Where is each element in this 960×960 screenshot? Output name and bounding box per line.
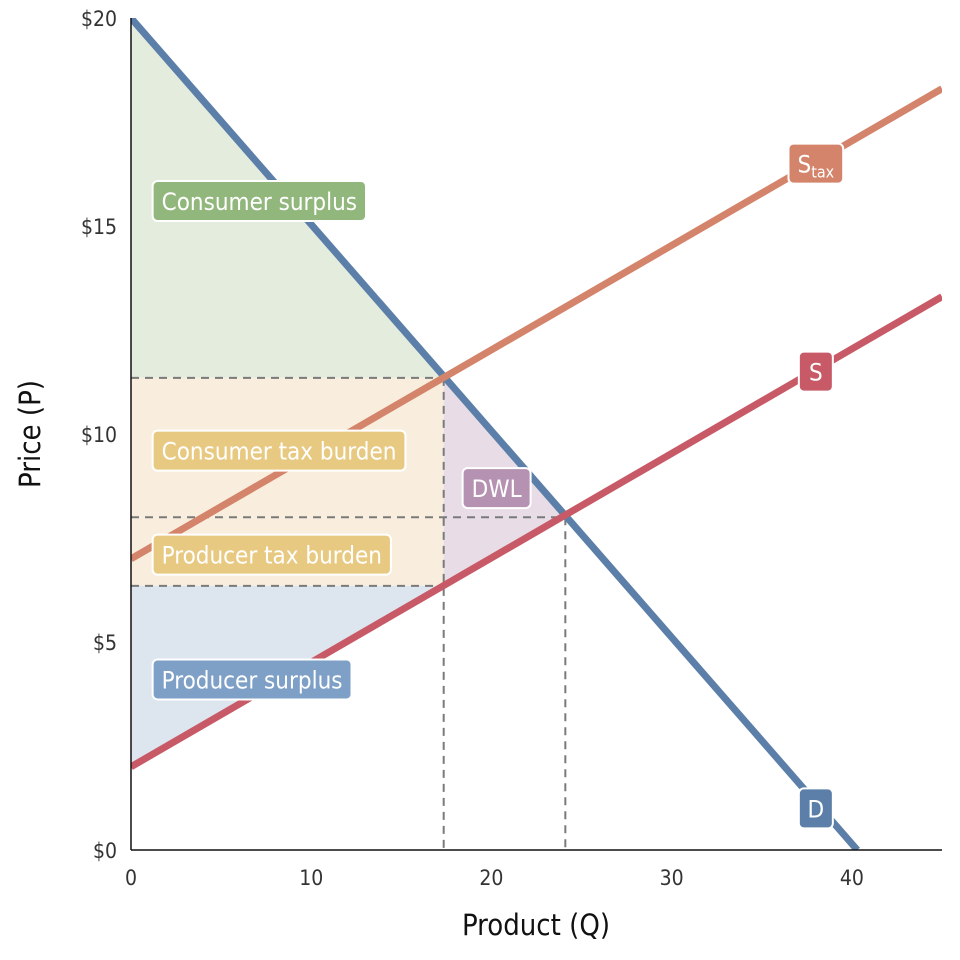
area-label-dwl: DWL <box>461 467 532 510</box>
area-label-text: Consumer tax burden <box>162 438 397 466</box>
area-label-text: DWL <box>472 475 522 503</box>
x-tick-label-20: 20 <box>479 866 503 890</box>
area-label-text: Producer tax burden <box>162 542 382 570</box>
axes-layer <box>130 18 942 851</box>
area-label-box <box>151 180 368 223</box>
y-tick-label-10: $10 <box>81 423 117 447</box>
curve-label-d: D <box>797 787 834 830</box>
curve-d <box>131 18 860 850</box>
x-tick-label-10: 10 <box>299 866 323 890</box>
curve-label-text: D <box>808 795 825 823</box>
curve-label-text: S <box>809 359 823 387</box>
curve-label-stax: Stax <box>787 142 845 185</box>
area-label-box <box>151 429 407 472</box>
area-label-consumer-surplus: Consumer surplus <box>151 180 368 223</box>
curve-label-box <box>797 787 834 830</box>
y-tick-label-15: $15 <box>81 215 117 239</box>
y-tick-label-20: $20 <box>81 7 117 31</box>
x-tick-label-30: 30 <box>660 866 684 890</box>
y-tick-label-0: $0 <box>93 839 117 863</box>
curve-label-s: S <box>797 350 834 393</box>
area-label-text: Producer surplus <box>162 666 343 694</box>
curve-label-box <box>787 142 845 185</box>
area-label-box <box>151 533 392 576</box>
area-label-box <box>461 467 532 510</box>
x-tick-label-40: 40 <box>840 866 864 890</box>
x-tick-label-0: 0 <box>125 866 137 890</box>
area-label-text: Consumer surplus <box>162 188 357 216</box>
curve-labels-layer: D S Stax <box>787 142 845 830</box>
y-tick-label-5: $5 <box>93 631 117 655</box>
area-label-producer-surplus: Producer surplus <box>151 658 353 701</box>
area-label-box <box>151 658 353 701</box>
y-axis-title: Price (P) <box>13 380 47 488</box>
x-axis-title: Product (Q) <box>462 908 610 942</box>
areas-layer <box>131 18 566 767</box>
area-label-consumer-tax-burden: Consumer tax burden <box>151 429 407 472</box>
curve-label-box <box>797 350 834 393</box>
curve-label-subscript: tax <box>811 163 834 182</box>
ticks-layer: 0 10 20 30 40 $0 $5 $10 $15 $20 <box>81 7 864 890</box>
area-label-producer-tax-burden: Producer tax burden <box>151 533 392 576</box>
area-labels-layer: Consumer surplus Consumer tax burden Produ… <box>151 180 532 701</box>
